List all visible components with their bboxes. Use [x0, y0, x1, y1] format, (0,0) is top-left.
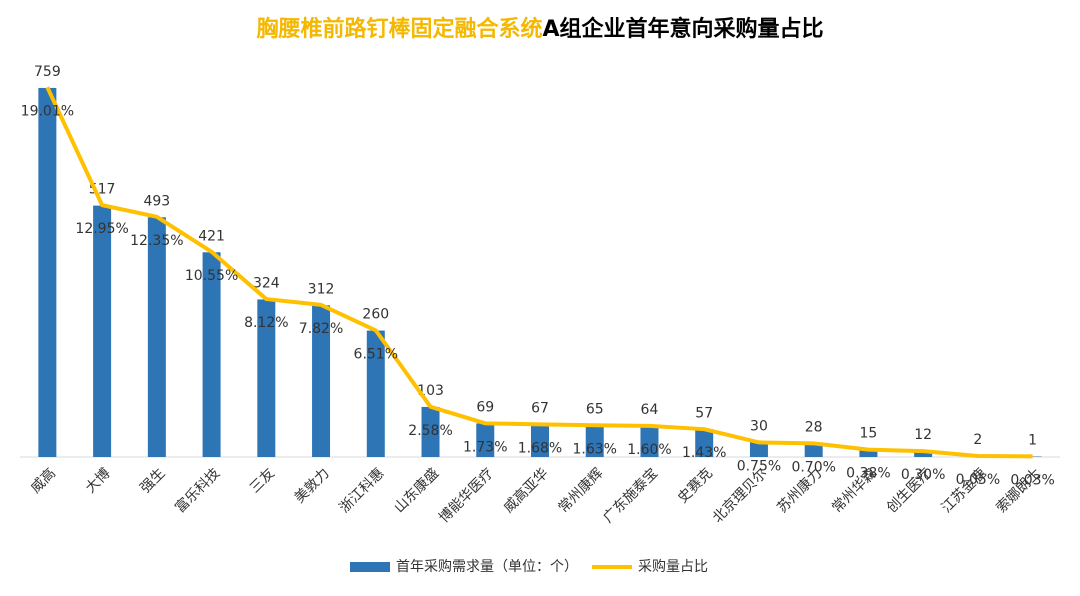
line-value-label: 12.35%	[130, 233, 183, 249]
bar	[531, 424, 549, 457]
legend-label: 采购量占比	[638, 559, 708, 575]
x-tick-label: 大博	[82, 465, 114, 497]
bar	[914, 451, 933, 457]
line-value-label: 0.38%	[846, 466, 890, 482]
bar	[476, 423, 495, 457]
line-value-label: 1.68%	[518, 440, 562, 456]
line-value-label: 0.75%	[737, 458, 781, 474]
bar	[804, 443, 823, 457]
x-tick-label: 富乐科技	[172, 465, 224, 517]
bar	[312, 305, 331, 457]
bar	[749, 442, 768, 457]
line-value-label: 1.73%	[463, 439, 507, 455]
line-value-label: 0.30%	[901, 467, 945, 483]
bar-value-label: 28	[805, 419, 823, 435]
line-value-label: 0.70%	[791, 459, 835, 475]
title-highlight: 胸腰椎前路钉棒固定融合系统	[256, 16, 542, 42]
bar-value-label: 324	[253, 275, 280, 291]
bar-value-label: 2	[973, 432, 982, 448]
line-value-label: 6.51%	[354, 346, 398, 362]
bar-value-label: 421	[198, 228, 225, 244]
line-value-label: 1.63%	[572, 441, 616, 457]
line-value-label: 0.05%	[956, 472, 1000, 488]
bar-value-label: 1	[1028, 433, 1037, 449]
x-tick-label: 威高亚华	[500, 465, 552, 517]
x-tick-label: 三友	[247, 465, 278, 496]
bar-value-label: 30	[750, 418, 768, 434]
bar-value-label: 65	[586, 401, 604, 417]
line-value-label: 1.60%	[627, 442, 671, 458]
bar	[147, 217, 166, 457]
x-tick-label: 北京理贝尔	[710, 465, 771, 526]
x-tick-label: 强生	[137, 465, 168, 496]
bar-value-label: 312	[308, 281, 335, 297]
bar	[640, 425, 659, 457]
bar	[202, 252, 221, 457]
title-rest: A组企业首年意向采购量占比	[542, 16, 823, 42]
x-tick-label: 博能华医疗	[435, 465, 497, 527]
bar-value-label: 759	[34, 64, 61, 80]
bar-value-label: 15	[860, 426, 878, 442]
line-value-label: 19.01%	[21, 103, 74, 119]
bar-value-label: 260	[362, 307, 389, 323]
bar-value-label: 64	[641, 402, 659, 418]
bar	[585, 425, 604, 457]
line	[45, 86, 1033, 459]
bar	[366, 330, 385, 457]
bar-value-label: 12	[914, 427, 932, 443]
x-tick-label: 史赛克	[675, 465, 716, 506]
legend-swatch	[350, 562, 390, 572]
bar-value-label: 67	[531, 400, 549, 416]
line-value-label: 10.55%	[185, 268, 238, 284]
line-value-label: 0.03%	[1010, 472, 1054, 488]
line-value-label: 1.43%	[682, 445, 726, 461]
line-value-label: 12.95%	[75, 221, 128, 237]
bar	[257, 299, 276, 457]
line-value-label: 7.82%	[299, 321, 343, 337]
line-value-label: 8.12%	[244, 315, 288, 331]
chart-title: 胸腰椎前路钉棒固定融合系统A组企业首年意向采购量占比	[256, 16, 823, 42]
bar	[421, 406, 440, 457]
line-value-label: 2.58%	[408, 423, 452, 439]
x-tick-label: 常州康辉	[555, 465, 607, 517]
bar-value-label: 57	[695, 405, 713, 421]
bar-value-label: 69	[476, 399, 494, 415]
bar	[38, 87, 57, 457]
x-tick-label: 广东施泰宝	[600, 465, 661, 526]
x-tick-label: 浙江科惠	[337, 465, 388, 516]
legend-label: 首年采购需求量（单位：个）	[396, 559, 578, 575]
bar-value-label: 493	[143, 193, 170, 209]
x-tick-label: 山东康盛	[391, 465, 443, 517]
x-tick-label: 美敦力	[292, 465, 333, 506]
bar	[93, 205, 112, 457]
bar	[695, 429, 714, 457]
x-tick-label: 威高	[27, 465, 59, 497]
bar	[859, 449, 878, 457]
